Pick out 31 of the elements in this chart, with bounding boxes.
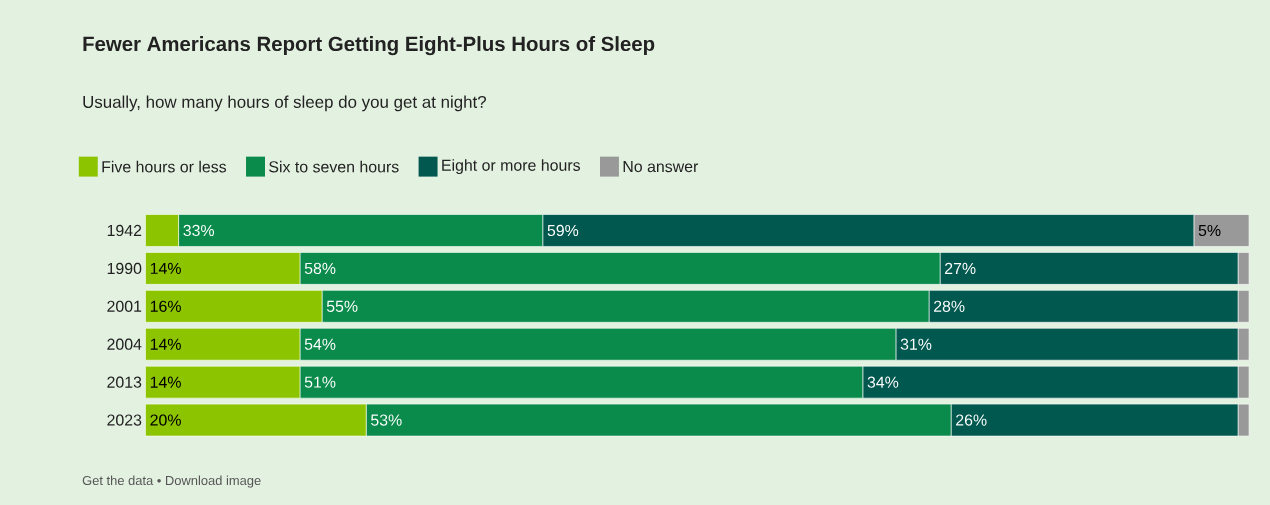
y-tick-label: 2023 xyxy=(107,414,142,426)
data-label: 5% xyxy=(1198,224,1221,237)
data-label: 31% xyxy=(900,338,932,350)
data-label: 26% xyxy=(956,414,987,426)
data-label: 20% xyxy=(150,414,181,426)
legend-label: No answer xyxy=(623,161,699,173)
data-label: 14% xyxy=(150,338,181,350)
data-label: 14% xyxy=(150,376,181,388)
y-tick-label: 2004 xyxy=(107,338,142,350)
data-label: 27% xyxy=(945,262,976,275)
data-label: 58% xyxy=(304,262,336,275)
data-label: 51% xyxy=(304,376,336,388)
legend-label: Five hours or less xyxy=(102,160,227,173)
y-tick-label: 1990 xyxy=(107,262,142,275)
data-label: 33% xyxy=(183,224,215,237)
data-label: 54% xyxy=(304,338,336,350)
data-label: 34% xyxy=(867,376,899,388)
chart-title: Fewer Americans Report Getting Eight-Plus Hours of Sleep xyxy=(83,36,655,56)
text: Get the data • Download image xyxy=(82,475,261,488)
data-label: 28% xyxy=(934,300,965,312)
y-tick-label: 2013 xyxy=(107,376,142,388)
data-label: 16% xyxy=(150,300,181,312)
data-label: 14% xyxy=(150,262,181,275)
text: Six to seven hours xyxy=(269,160,399,173)
data-label: 53% xyxy=(371,414,402,426)
chart-subtitle: Usually, how many hours of sleep do you get at night? xyxy=(83,95,487,112)
y-tick-label: 1942 xyxy=(107,224,142,237)
legend-label: Eight or more hours xyxy=(442,159,581,175)
y-tick-label: 2001 xyxy=(107,300,142,312)
data-label: 55% xyxy=(326,300,358,312)
data-label: 59% xyxy=(547,224,579,237)
